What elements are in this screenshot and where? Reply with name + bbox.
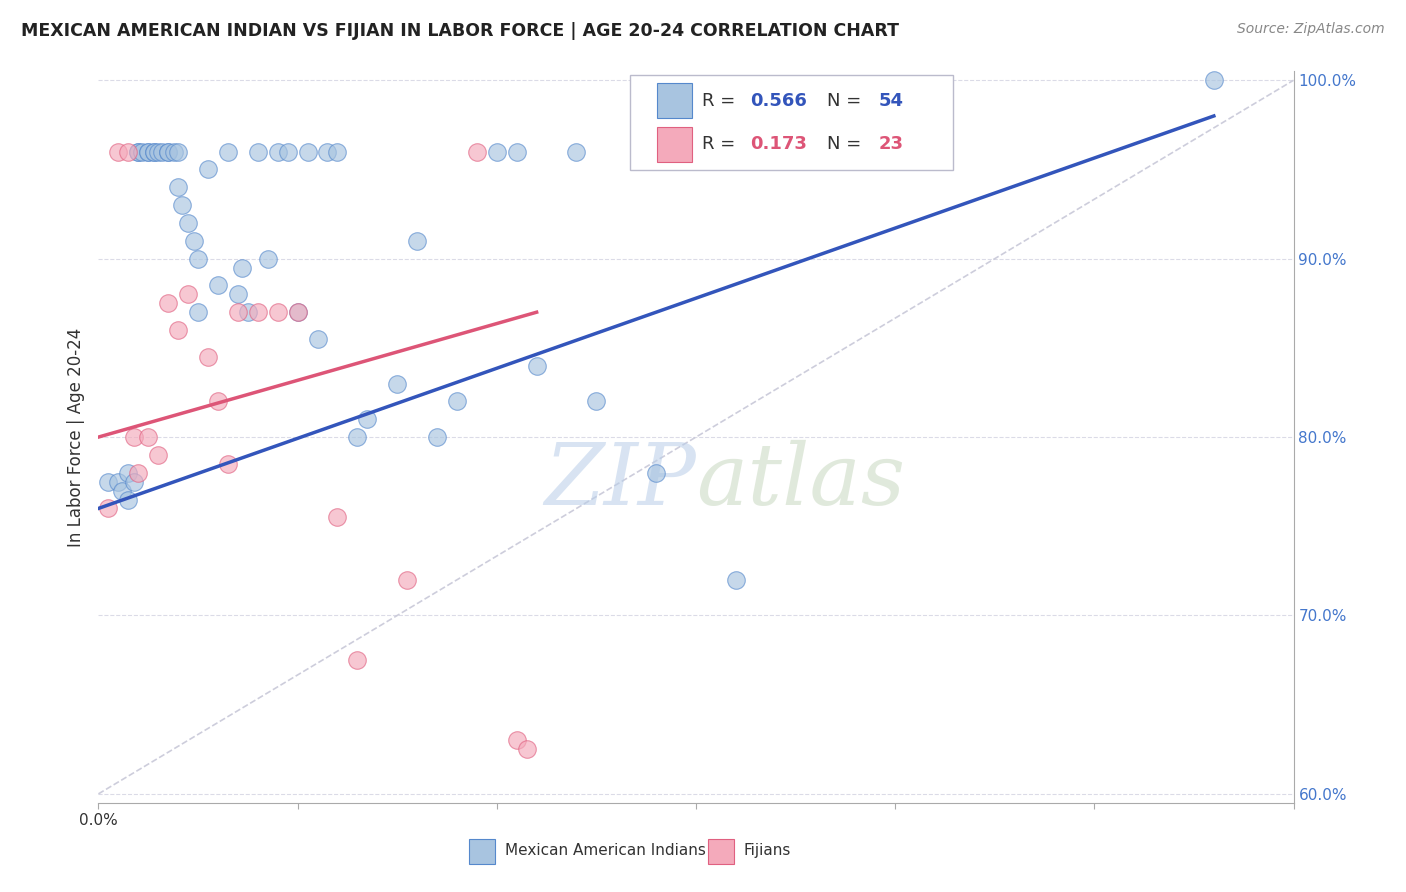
Text: MEXICAN AMERICAN INDIAN VS FIJIAN IN LABOR FORCE | AGE 20-24 CORRELATION CHART: MEXICAN AMERICAN INDIAN VS FIJIAN IN LAB… (21, 22, 898, 40)
Point (316, 145, 339, 159)
Point (1202, 73, 1225, 87)
Point (256, 252, 278, 266)
Point (406, 234, 429, 248)
Point (516, 742, 538, 756)
Text: atlas: atlas (696, 440, 905, 523)
Point (117, 466, 139, 480)
Point (356, 412, 378, 426)
Point (117, 145, 139, 159)
Point (385, 376, 409, 391)
Point (136, 145, 159, 159)
Y-axis label: In Labor Force | Age 20-24: In Labor Force | Age 20-24 (66, 327, 84, 547)
Point (136, 430, 159, 444)
FancyBboxPatch shape (657, 127, 692, 162)
Point (307, 332, 329, 346)
Point (124, 475, 146, 489)
Point (287, 305, 309, 319)
Point (446, 394, 468, 409)
FancyBboxPatch shape (470, 838, 495, 863)
Text: R =: R = (702, 136, 741, 153)
Text: 0.173: 0.173 (749, 136, 807, 153)
Point (506, 733, 529, 747)
Point (197, 162, 219, 177)
Point (246, 305, 269, 319)
Point (287, 305, 309, 319)
Text: 0.566: 0.566 (749, 92, 807, 110)
Text: ZIP: ZIP (544, 440, 696, 523)
Text: Mexican American Indians: Mexican American Indians (505, 843, 706, 858)
Point (172, 198, 194, 212)
Point (183, 234, 205, 248)
Point (131, 145, 153, 159)
Point (217, 457, 239, 471)
Point (157, 296, 180, 310)
Point (148, 448, 170, 462)
Point (148, 145, 170, 159)
Point (187, 252, 209, 266)
Point (157, 145, 180, 159)
Point (207, 394, 229, 409)
Point (485, 145, 508, 159)
Point (177, 287, 200, 301)
Point (97, 475, 120, 489)
Point (246, 145, 269, 159)
Point (267, 145, 290, 159)
Point (177, 216, 200, 230)
Point (217, 145, 239, 159)
Point (565, 145, 588, 159)
Point (326, 145, 349, 159)
Point (163, 145, 186, 159)
Point (326, 510, 349, 524)
Point (226, 287, 249, 301)
Point (127, 466, 149, 480)
FancyBboxPatch shape (630, 75, 953, 170)
Point (127, 145, 149, 159)
Point (297, 145, 319, 159)
Point (277, 145, 299, 159)
Point (506, 145, 529, 159)
Point (236, 305, 259, 319)
Point (267, 305, 290, 319)
Point (143, 145, 166, 159)
Point (346, 430, 368, 444)
Point (585, 394, 607, 409)
Text: N =: N = (827, 92, 868, 110)
Point (124, 430, 146, 444)
Text: 54: 54 (879, 92, 904, 110)
Point (231, 260, 253, 275)
Point (143, 145, 166, 159)
FancyBboxPatch shape (709, 838, 734, 863)
Point (167, 180, 190, 194)
Point (724, 573, 747, 587)
Point (107, 475, 129, 489)
Point (157, 145, 180, 159)
Text: N =: N = (827, 136, 868, 153)
Point (465, 145, 488, 159)
Text: 23: 23 (879, 136, 904, 153)
Point (107, 145, 129, 159)
Point (396, 573, 419, 587)
Text: Source: ZipAtlas.com: Source: ZipAtlas.com (1237, 22, 1385, 37)
Point (526, 359, 548, 373)
Point (150, 145, 173, 159)
Point (426, 430, 449, 444)
FancyBboxPatch shape (657, 83, 692, 119)
Point (187, 305, 209, 319)
Point (136, 145, 159, 159)
Point (346, 653, 368, 667)
Point (645, 466, 668, 480)
Point (226, 305, 249, 319)
Point (127, 145, 149, 159)
Point (167, 323, 190, 337)
Point (167, 145, 190, 159)
Point (207, 278, 229, 293)
Point (197, 350, 219, 364)
Text: Fijians: Fijians (744, 843, 792, 858)
Text: R =: R = (702, 92, 741, 110)
Point (111, 483, 134, 498)
Point (117, 492, 139, 507)
Point (97, 501, 120, 516)
